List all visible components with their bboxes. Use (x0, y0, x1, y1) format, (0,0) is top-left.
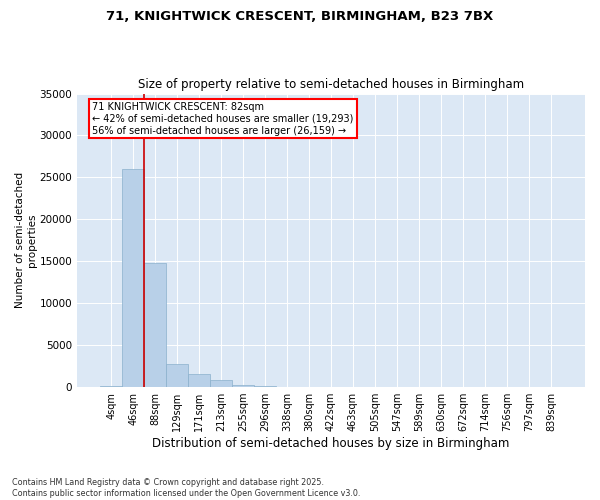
Text: 71 KNIGHTWICK CRESCENT: 82sqm
← 42% of semi-detached houses are smaller (19,293): 71 KNIGHTWICK CRESCENT: 82sqm ← 42% of s… (92, 102, 353, 136)
Bar (210, 380, 232, 387)
Bar (254, 386, 276, 387)
Bar (188, 374, 210, 387)
Text: Contains HM Land Registry data © Crown copyright and database right 2025.
Contai: Contains HM Land Registry data © Crown c… (12, 478, 361, 498)
Bar (144, 263, 166, 387)
X-axis label: Distribution of semi-detached houses by size in Birmingham: Distribution of semi-detached houses by … (152, 437, 509, 450)
Bar (232, 384, 254, 387)
Bar (100, 386, 122, 387)
Text: 71, KNIGHTWICK CRESCENT, BIRMINGHAM, B23 7BX: 71, KNIGHTWICK CRESCENT, BIRMINGHAM, B23… (106, 10, 494, 23)
Title: Size of property relative to semi-detached houses in Birmingham: Size of property relative to semi-detach… (138, 78, 524, 91)
Bar (166, 364, 188, 387)
Y-axis label: Number of semi-detached
properties: Number of semi-detached properties (15, 172, 37, 308)
Bar (122, 169, 144, 387)
